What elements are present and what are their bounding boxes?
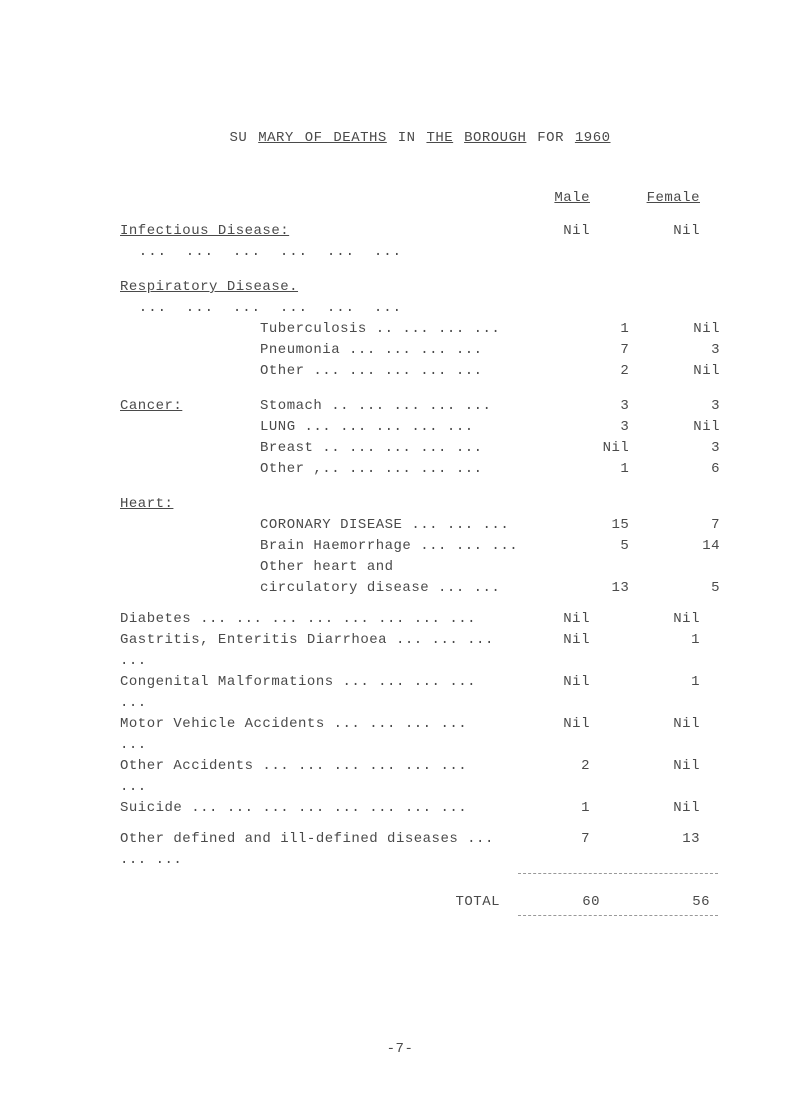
row-infectious: Infectious Disease: ... ... ... ... ... … bbox=[120, 221, 720, 263]
document-page: SU MARY OF DEATHS IN THE BOROUGH FOR 196… bbox=[0, 0, 800, 1097]
header-female: Female bbox=[610, 188, 700, 209]
title-text: SU MARY OF DEATHS IN THE BOROUGH FOR 196… bbox=[229, 130, 610, 146]
label-respiratory: Respiratory Disease. bbox=[120, 279, 298, 295]
table-row: Other heart and bbox=[120, 557, 720, 578]
row-heart-head: Heart: bbox=[120, 494, 720, 515]
divider-line bbox=[518, 915, 718, 916]
table-row: Other ,.. ... ... ... ... 1 6 bbox=[120, 459, 720, 480]
infectious-male: Nil bbox=[500, 221, 610, 263]
label-infectious: Infectious Disease: bbox=[120, 223, 289, 239]
row-respiratory-head: Respiratory Disease. ... ... ... ... ...… bbox=[120, 277, 720, 319]
table-row: LUNG ... ... ... ... ... 3 Nil bbox=[120, 417, 720, 438]
table-row: Breast .. ... ... ... ... Nil 3 bbox=[120, 438, 720, 459]
header-male: Male bbox=[500, 188, 610, 209]
page-number: -7- bbox=[0, 1041, 800, 1057]
table-row: Other Accidents ... ... ... ... ... ... … bbox=[120, 756, 720, 798]
row-other-defined: Other defined and ill-defined diseases .… bbox=[120, 829, 720, 871]
table-row: Tuberculosis .. ... ... ... 1 Nil bbox=[120, 319, 720, 340]
table-row: Other ... ... ... ... ... 2 Nil bbox=[120, 361, 720, 382]
table-row: Diabetes ... ... ... ... ... ... ... ...… bbox=[120, 609, 720, 630]
infectious-female: Nil bbox=[610, 221, 700, 263]
table-row: Stomach .. ... ... ... ... 3 3 bbox=[120, 396, 720, 417]
table-row: Motor Vehicle Accidents ... ... ... ... … bbox=[120, 714, 720, 756]
total-male: 60 bbox=[510, 892, 620, 913]
table-row: Congenital Malformations ... ... ... ...… bbox=[120, 672, 720, 714]
page-title: SU MARY OF DEATHS IN THE BOROUGH FOR 196… bbox=[120, 130, 720, 146]
table-row: CORONARY DISEASE ... ... ... 15 7 bbox=[120, 515, 720, 536]
table-row: Suicide ... ... ... ... ... ... ... ... … bbox=[120, 798, 720, 819]
table-row: Brain Haemorrhage ... ... ... 5 14 bbox=[120, 536, 720, 557]
table-row: Pneumonia ... ... ... ... 7 3 bbox=[120, 340, 720, 361]
column-headers: Male Female bbox=[120, 188, 720, 209]
total-female: 56 bbox=[620, 892, 710, 913]
divider-line bbox=[518, 873, 718, 874]
table-row: circulatory disease ... ... 13 5 bbox=[120, 578, 720, 599]
table-row: Gastritis, Enteritis Diarrhoea ... ... .… bbox=[120, 630, 720, 672]
label-heart: Heart: bbox=[120, 496, 173, 512]
row-total: TOTAL 60 56 bbox=[120, 892, 720, 913]
total-label: TOTAL bbox=[120, 892, 510, 913]
